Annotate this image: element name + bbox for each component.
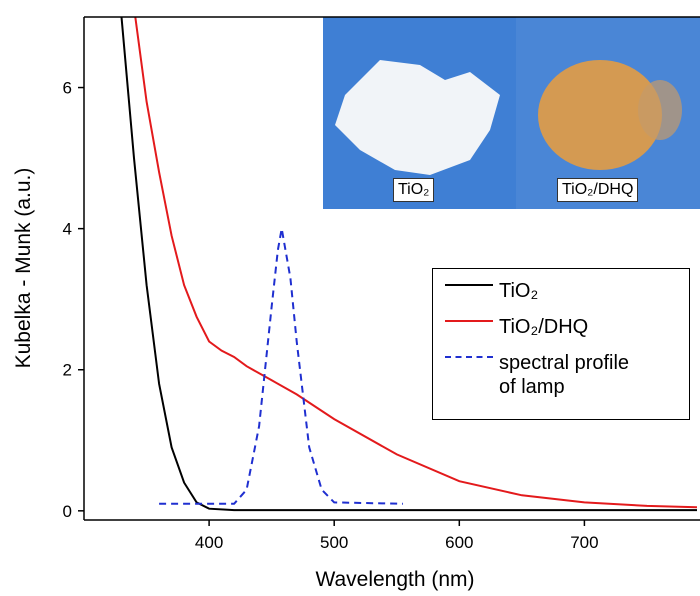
x-tick-label: 400 <box>195 533 223 552</box>
legend: TiO₂ TiO₂/DHQ spectral profile of lamp <box>432 268 690 420</box>
y-tick-label: 6 <box>63 79 72 98</box>
x-tick-label: 700 <box>570 533 598 552</box>
series-line <box>134 16 698 509</box>
x-tick-label: 500 <box>320 533 348 552</box>
x-axis-label: Wavelength (nm) <box>315 568 474 591</box>
y-tick-label: 4 <box>63 220 72 239</box>
legend-key <box>445 356 493 372</box>
legend-label: spectral profile of lamp <box>499 352 630 398</box>
legend-label: TiO₂/DHQ <box>499 316 589 338</box>
legend-label: TiO₂ <box>499 280 539 302</box>
series-line <box>159 228 404 505</box>
y-tick-label: 2 <box>63 361 72 380</box>
inset-label: TiO₂/DHQ <box>557 178 639 202</box>
series-line <box>120 16 697 512</box>
legend-entry: TiO₂ <box>445 279 679 303</box>
x-tick-label: 600 <box>445 533 473 552</box>
legend-entry: TiO₂/DHQ <box>445 315 679 339</box>
inset-label: TiO₂ <box>393 178 435 202</box>
legend-entry: spectral profile of lamp <box>445 351 649 399</box>
y-axis-label: Kubelka - Munk (a.u.) <box>12 168 35 369</box>
legend-key <box>445 284 493 300</box>
inset-photo <box>323 17 700 209</box>
legend-key <box>445 320 493 336</box>
y-tick-label: 0 <box>63 502 72 521</box>
